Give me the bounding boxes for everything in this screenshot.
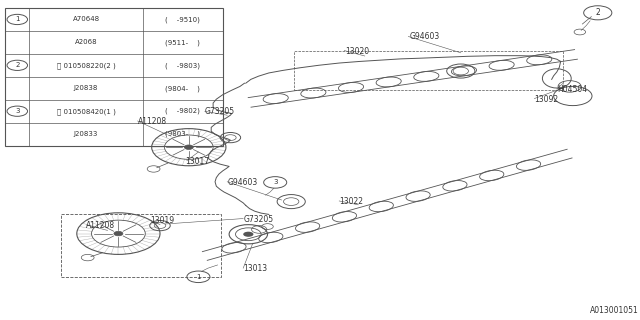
Text: G73205: G73205 <box>243 215 273 224</box>
Text: 2: 2 <box>15 62 19 68</box>
Text: J20833: J20833 <box>74 131 99 137</box>
Text: (9804-    ): (9804- ) <box>165 85 200 92</box>
Text: A013001051: A013001051 <box>590 306 639 315</box>
Text: J20838: J20838 <box>74 85 99 91</box>
Text: G94603: G94603 <box>227 178 257 187</box>
Text: 13020: 13020 <box>346 47 370 56</box>
Text: 13017: 13017 <box>186 157 210 166</box>
Text: (9803-    ): (9803- ) <box>165 131 200 137</box>
Text: (    -9802): ( -9802) <box>165 108 200 115</box>
Text: Ⓑ 010508420(1 ): Ⓑ 010508420(1 ) <box>57 108 115 115</box>
Text: 3: 3 <box>15 108 20 114</box>
Text: Ⓑ 010508220(2 ): Ⓑ 010508220(2 ) <box>57 62 115 68</box>
FancyBboxPatch shape <box>5 8 223 146</box>
Text: 3: 3 <box>273 180 278 185</box>
Circle shape <box>243 232 253 237</box>
Text: 13092: 13092 <box>534 95 559 104</box>
Text: (    -9803): ( -9803) <box>165 62 200 68</box>
Text: 1: 1 <box>15 16 20 22</box>
Text: 13013: 13013 <box>243 264 268 273</box>
Text: A70648: A70648 <box>72 16 100 22</box>
Text: 13019: 13019 <box>150 216 175 225</box>
Text: G73205: G73205 <box>205 108 235 116</box>
Text: (    -9510): ( -9510) <box>165 16 200 23</box>
Circle shape <box>114 231 123 236</box>
Text: (9511-    ): (9511- ) <box>165 39 200 46</box>
Text: 2: 2 <box>595 8 600 17</box>
Text: G94603: G94603 <box>410 32 440 41</box>
Text: A11208: A11208 <box>138 117 167 126</box>
Text: 1: 1 <box>196 274 201 280</box>
Text: H04504: H04504 <box>557 85 587 94</box>
Circle shape <box>184 145 193 149</box>
Text: A2068: A2068 <box>75 39 97 45</box>
Text: 13022: 13022 <box>339 197 364 206</box>
Text: A11208: A11208 <box>86 221 116 230</box>
